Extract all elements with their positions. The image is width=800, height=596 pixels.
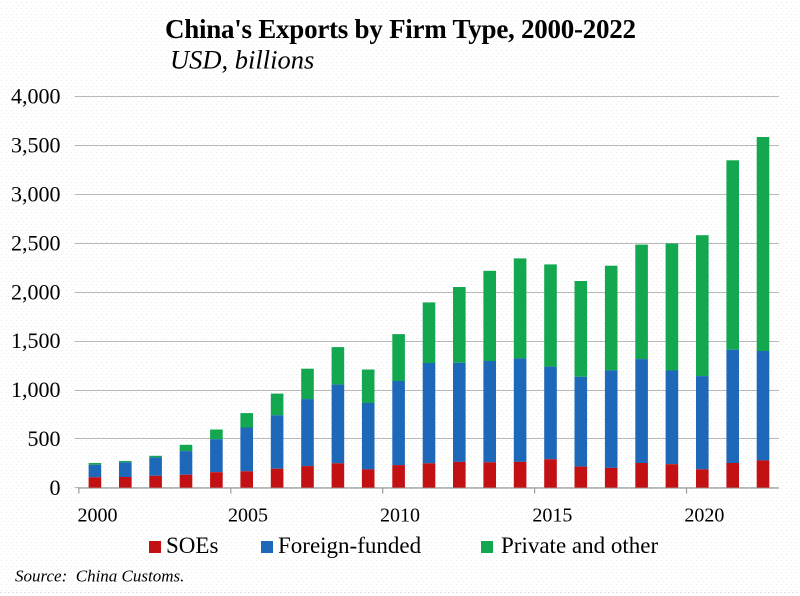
svg-text:Source: China Customs.: Source: China Customs. [15,567,184,586]
svg-text:1,500: 1,500 [11,328,61,353]
svg-text:USD, billions: USD, billions [170,44,314,74]
svg-text:Foreign-funded: Foreign-funded [278,533,422,558]
svg-text:2000: 2000 [78,505,118,527]
svg-text:2020: 2020 [684,505,724,527]
svg-text:0: 0 [50,475,61,500]
svg-text:Private and other: Private and other [501,533,658,558]
svg-text:SOEs: SOEs [166,533,218,558]
svg-text:3,000: 3,000 [11,181,61,206]
svg-text:2015: 2015 [532,505,572,527]
svg-text:China's Exports by Firm Type,: China's Exports by Firm Type, 2000-2022 [165,14,636,44]
svg-text:2,500: 2,500 [11,230,61,255]
svg-text:1,000: 1,000 [11,377,61,402]
svg-text:2,000: 2,000 [11,279,61,304]
svg-text:2010: 2010 [380,505,420,527]
svg-text:2005: 2005 [228,505,268,527]
svg-text:4,000: 4,000 [11,84,61,109]
svg-text:500: 500 [28,426,61,451]
svg-text:3,500: 3,500 [11,132,61,157]
